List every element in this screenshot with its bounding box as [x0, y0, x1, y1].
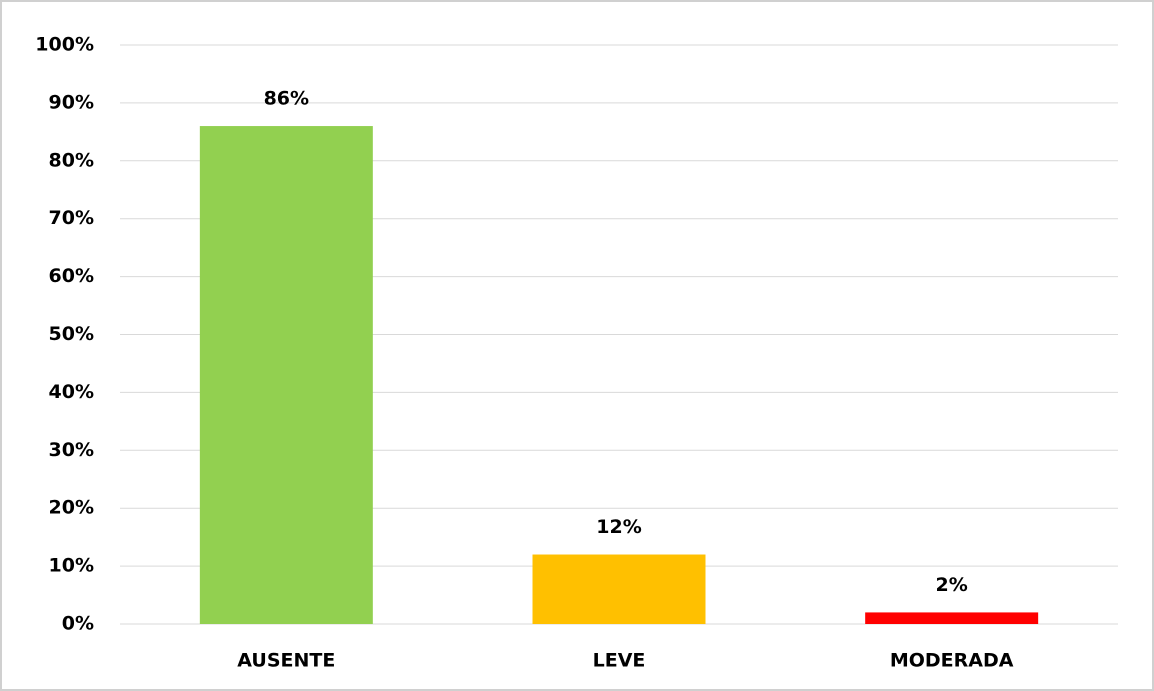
y-tick-label: 100%	[35, 34, 94, 56]
y-tick-label: 40%	[49, 381, 94, 403]
y-tick-label: 60%	[49, 265, 94, 287]
x-tick-label: MODERADA	[890, 650, 1014, 672]
data-label: 86%	[264, 88, 309, 110]
y-tick-label: 0%	[62, 613, 94, 635]
bar	[532, 554, 706, 624]
y-tick-label: 50%	[49, 323, 94, 345]
y-tick-label: 80%	[49, 149, 94, 171]
data-label: 2%	[936, 574, 968, 596]
bar	[865, 612, 1039, 624]
y-tick-label: 30%	[49, 439, 94, 461]
y-tick-label: 20%	[49, 497, 94, 519]
data-label: 12%	[596, 516, 641, 538]
bar	[199, 126, 373, 624]
y-tick-label: 70%	[49, 207, 94, 229]
x-tick-label: AUSENTE	[237, 650, 335, 672]
x-tick-label: LEVE	[593, 650, 646, 672]
y-tick-label: 90%	[49, 91, 94, 113]
y-tick-label: 10%	[49, 555, 94, 577]
